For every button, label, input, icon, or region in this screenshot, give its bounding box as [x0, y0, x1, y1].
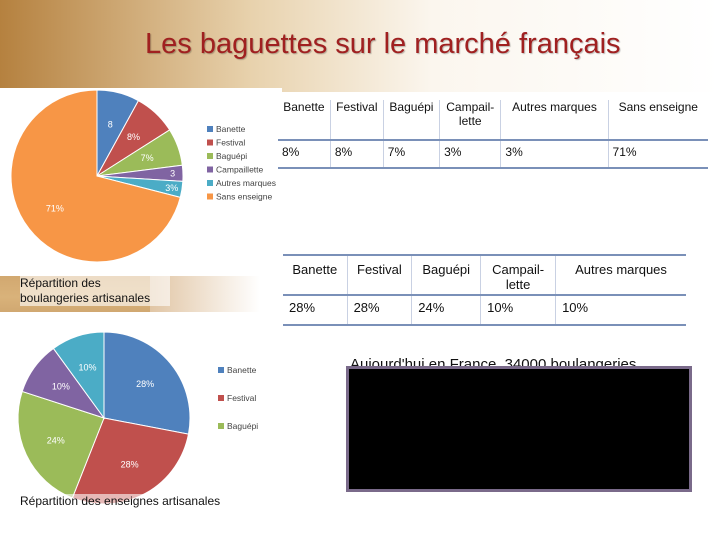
- table-cell: 28%: [283, 295, 348, 326]
- bread-background-top: [0, 0, 720, 92]
- black-redaction-box: [346, 366, 692, 492]
- pie-data-label: 3%: [165, 183, 178, 193]
- table-cell: 3%: [500, 140, 609, 169]
- pie-data-label: 3: [170, 169, 175, 179]
- legend-label-baguepi: Baguépi: [216, 151, 247, 161]
- slide-title: Les baguettes sur le marché français: [145, 28, 621, 60]
- table-cell: 8%: [278, 140, 331, 169]
- legend-swatch-banette: [207, 126, 213, 132]
- legend-label-baguepi: Baguépi: [227, 421, 258, 431]
- table-header-cell: Autres marques: [555, 254, 686, 296]
- pie-slice-banette: [103, 331, 191, 435]
- pie-data-label: 10%: [52, 382, 70, 392]
- legend-swatch-autres-marques: [207, 180, 213, 186]
- legend-label-banette: Banette: [216, 124, 246, 134]
- table-cell: 8%: [329, 140, 384, 169]
- table-enseignes: Banette Festival Baguépi Campail- lette …: [283, 254, 686, 326]
- legend-swatch-banette: [218, 367, 224, 373]
- table-cell: 10%: [555, 295, 686, 326]
- table-header-cell: Festival: [346, 254, 412, 296]
- table-header-row: Banette Festival Baguépi Campail- lette …: [283, 254, 686, 296]
- table-header-cell: Festival: [329, 100, 384, 141]
- table-header-cell: Sans enseigne: [607, 100, 708, 141]
- table-header-cell: Baguépi: [382, 100, 440, 141]
- legend-swatch-campaillette: [207, 166, 213, 173]
- legend-label-banette: Banette: [227, 365, 257, 375]
- legend-label-sans-enseigne: Sans enseigne: [216, 192, 273, 202]
- pie-data-label: 10%: [79, 362, 97, 372]
- legend-swatch-festival: [207, 139, 213, 146]
- table-header-cell: Banette: [278, 100, 331, 141]
- pie-data-label: 8%: [127, 132, 140, 142]
- table-header-cell: Banette: [283, 254, 348, 296]
- pie-slice-sans-enseigne: [10, 89, 181, 263]
- legend-label-festival: Festival: [227, 393, 256, 403]
- table-header-cell: Baguépi: [411, 254, 481, 296]
- table-cell: 10%: [480, 295, 556, 326]
- table-header-cell: Autres marques: [500, 100, 609, 141]
- table-header-cell: Campail- lette: [480, 254, 556, 296]
- legend-label-campaillette: Campaillette: [216, 165, 264, 175]
- table-row: 28% 28% 24% 10% 10%: [283, 295, 686, 326]
- legend-swatch-sans-enseigne: [207, 193, 213, 200]
- legend-swatch-festival: [218, 395, 224, 401]
- legend-swatch-baguepi: [207, 153, 213, 159]
- table-header-cell: Campail- lette: [439, 100, 501, 141]
- table-boulangeries: Banette Festival Baguépi Campail- lette …: [278, 100, 708, 169]
- legend-swatch-baguepi: [218, 423, 224, 429]
- caption-enseignes: Répartition des enseignes artisanales: [20, 494, 260, 508]
- pie-slice-baguepi: [17, 390, 105, 499]
- pie-chart-boulangeries: 8 8% 7% 3 3% 71% Banette Festival Baguépi Campail…: [0, 88, 282, 276]
- caption-boulangeries: Répartition des boulangeries artisanales: [20, 276, 170, 306]
- pie-slice-autres-marques: [52, 331, 105, 420]
- pie-data-label: 24%: [47, 436, 65, 446]
- table-cell: 7%: [382, 140, 440, 169]
- pie-data-label: 71%: [46, 204, 64, 214]
- pie-data-label: 8: [108, 119, 113, 129]
- pie-data-label: 28%: [136, 379, 154, 389]
- legend-label-autres-marques: Autres marques: [216, 178, 276, 188]
- table-row: 8% 8% 7% 3% 3% 71%: [278, 140, 708, 169]
- pie-chart-2-svg: 28% 28% 24% 10% 10% Banette Festival Baguépi: [17, 331, 258, 505]
- pie-data-label: 28%: [121, 460, 139, 470]
- table-cell: 71%: [607, 140, 708, 169]
- table-cell: 28%: [346, 295, 412, 326]
- table-cell: 3%: [439, 140, 501, 169]
- pie-chart-1-svg: 8 8% 7% 3 3% 71% Banette Festival Baguépi Campail…: [10, 89, 276, 263]
- table-header-row: Banette Festival Baguépi Campail- lette …: [278, 100, 708, 141]
- pie-data-label: 7%: [141, 153, 154, 163]
- legend-label-festival: Festival: [216, 138, 245, 148]
- table-cell: 24%: [411, 295, 481, 326]
